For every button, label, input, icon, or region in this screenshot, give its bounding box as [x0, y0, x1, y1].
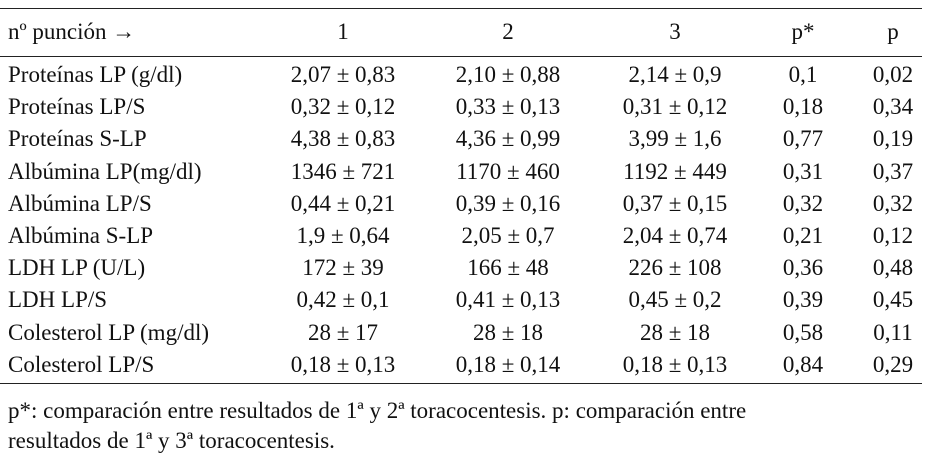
header-cell: nº punción → — [8, 19, 136, 44]
value-cell: 2,05 ± 0,7 — [461, 223, 555, 248]
value-cell: 0,39 ± 0,16 — [455, 190, 561, 216]
value-cell: 0,1 — [788, 62, 818, 87]
value-cell: 0,36 — [782, 255, 824, 281]
value-cell: 0,18 ± 0,14 — [455, 351, 561, 377]
value-cell: 0,29 — [872, 351, 914, 377]
value-cell: 0,32 — [872, 190, 914, 216]
value-cell: 0,32 — [782, 190, 824, 216]
value-cell: 166 ± 48 — [467, 255, 549, 281]
row-label: Proteínas LP/S — [8, 94, 146, 120]
value-cell: 0,33 ± 0,13 — [455, 94, 561, 120]
value-cell: 0,37 ± 0,15 — [622, 190, 728, 216]
row-label: Proteínas S-LP — [8, 126, 147, 152]
row-label: LDH LP (U/L) — [8, 255, 146, 281]
value-cell: 0,84 — [782, 351, 824, 377]
value-cell: 0,02 — [872, 62, 914, 87]
value-cell: 172 ± 39 — [302, 255, 384, 281]
value-cell: 0,11 — [873, 319, 913, 345]
value-cell: 0,45 — [872, 287, 914, 313]
header-cell: 3 — [669, 19, 681, 44]
value-cell: 0,41 ± 0,13 — [455, 287, 561, 313]
value-cell: 2,10 ± 0,88 — [455, 62, 561, 87]
top-rule — [0, 8, 922, 9]
row-label: Albúmina S-LP — [8, 223, 154, 248]
value-cell: 28 ± 18 — [639, 319, 711, 345]
row-label: Albúmina LP(mg/dl) — [8, 158, 202, 184]
row-label: LDH LP/S — [8, 287, 108, 313]
value-cell: 0,18 ± 0,13 — [290, 351, 396, 377]
value-cell: 28 ± 17 — [307, 319, 379, 345]
value-cell: 0,18 ± 0,13 — [622, 351, 728, 377]
header-cell: p* — [791, 19, 815, 44]
value-cell: 1346 ± 721 — [290, 158, 396, 184]
value-cell: 0,31 ± 0,12 — [622, 94, 728, 120]
header-cell: 1 — [337, 19, 349, 44]
value-cell: 0,37 — [872, 158, 914, 184]
value-cell: 0,44 ± 0,21 — [290, 190, 396, 216]
value-cell: 1,9 ± 0,64 — [296, 223, 390, 248]
value-cell: 4,38 ± 0,83 — [290, 126, 396, 152]
value-cell: 2,07 ± 0,83 — [290, 62, 396, 87]
value-cell: 0,12 — [872, 223, 914, 248]
value-cell: 2,04 ± 0,74 — [622, 223, 728, 248]
value-cell: 0,42 ± 0,1 — [296, 287, 390, 313]
footnote: resultados de 1ª y 3ª toracocentesis. — [8, 428, 335, 453]
value-cell: 3,99 ± 1,6 — [628, 126, 722, 152]
row-label: Colesterol LP/S — [8, 351, 155, 377]
header-cell: 2 — [502, 19, 514, 44]
value-cell: 0,32 ± 0,12 — [290, 94, 396, 120]
value-cell: 0,31 — [782, 158, 824, 184]
value-cell: 0,58 — [782, 319, 824, 345]
value-cell: 1170 ± 460 — [456, 158, 560, 184]
row-label: Albúmina LP/S — [8, 190, 152, 216]
bottom-rule — [0, 383, 922, 384]
value-cell: 0,19 — [872, 126, 914, 152]
value-cell: 0,39 — [782, 287, 824, 313]
value-cell: 0,18 — [782, 94, 824, 120]
value-cell: 0,48 — [872, 255, 914, 281]
value-cell: 0,34 — [872, 94, 914, 120]
header-rule — [0, 56, 922, 57]
value-cell: 4,36 ± 0,99 — [455, 126, 561, 152]
value-cell: 0,45 ± 0,2 — [628, 287, 722, 313]
value-cell: 28 ± 18 — [472, 319, 544, 345]
value-cell: 226 ± 108 — [628, 255, 722, 281]
value-cell: 2,14 ± 0,9 — [628, 62, 722, 87]
value-cell: 0,21 — [782, 223, 824, 248]
row-label: Proteínas LP (g/dl) — [8, 62, 183, 87]
value-cell: 0,77 — [782, 126, 824, 152]
value-cell: 1192 ± 449 — [623, 158, 727, 184]
footnote: p*: comparación entre resultados de 1ª y… — [8, 398, 747, 423]
row-label: Colesterol LP (mg/dl) — [8, 319, 210, 345]
header-cell: p — [887, 19, 899, 44]
